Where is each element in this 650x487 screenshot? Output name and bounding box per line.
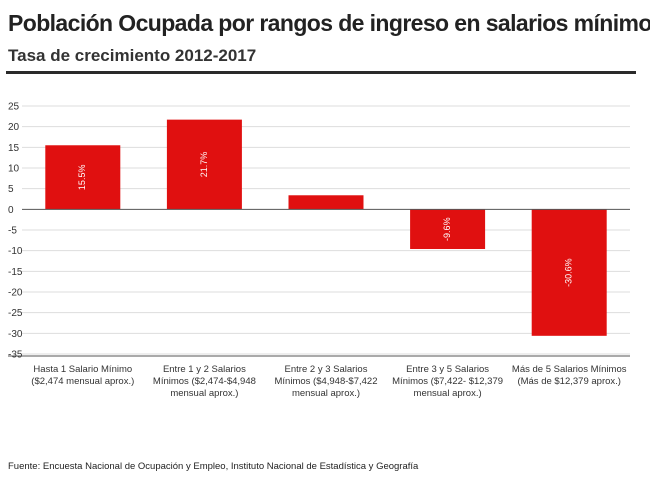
y-tick-label: 5 — [8, 184, 14, 195]
category-label: mensual aprox.) — [292, 388, 360, 399]
y-tick-label: -15 — [8, 267, 23, 278]
category-label: (Más de $12,379 aprox.) — [517, 376, 621, 387]
category-label: Mínimos ($7,422- $12,379 — [392, 376, 503, 387]
category-label: Entre 1 y 2 Salarios — [163, 364, 246, 375]
category-label: Mínimos ($4,948-$7,422 — [275, 376, 378, 387]
y-tick-label: -35 — [8, 350, 23, 361]
bar-value-label: -30.6% — [564, 258, 574, 287]
y-tick-label: -20 — [8, 288, 23, 299]
category-label: mensual aprox.) — [170, 388, 238, 399]
title-divider — [6, 71, 636, 74]
category-label: Más de 5 Salarios Mínimos — [512, 364, 627, 375]
bar-value-label: 21.7% — [199, 152, 209, 178]
category-label: Entre 2 y 3 Salarios — [285, 364, 368, 375]
category-label: mensual aprox.) — [414, 388, 482, 399]
y-tick-label: 20 — [8, 122, 20, 133]
y-tick-label: -10 — [8, 246, 23, 257]
y-tick-label: -5 — [8, 226, 17, 237]
category-label: Entre 3 y 5 Salarios — [406, 364, 489, 375]
y-tick-label: 15 — [8, 143, 20, 154]
bar — [288, 195, 364, 210]
source-note: Fuente: Encuesta Nacional de Ocupación y… — [8, 461, 419, 472]
category-label: ($2,474 mensual aprox.) — [31, 376, 134, 387]
y-tick-label: 0 — [8, 205, 14, 216]
y-tick-label: 25 — [8, 102, 20, 113]
y-tick-label: -25 — [8, 308, 23, 319]
bar — [166, 119, 242, 210]
category-label: Mínimos ($2,474-$4,948 — [153, 376, 256, 387]
bar — [531, 209, 607, 336]
bar — [410, 209, 486, 250]
chart-subtitle: Tasa de crecimiento 2012-2017 — [8, 46, 257, 65]
y-tick-label: 10 — [8, 164, 20, 175]
category-label: Hasta 1 Salario Mínimo — [33, 364, 132, 375]
bar — [45, 145, 121, 210]
bar-value-label: -9.6% — [442, 217, 452, 241]
y-tick-label: -30 — [8, 329, 23, 340]
chart-title: Población Ocupada por rangos de ingreso … — [8, 10, 650, 36]
bar-chart: 25 20 15 10 5 0 -5 -10 -15 -20 -25 -30 -35 15.5% Hasta… — [8, 102, 630, 399]
bar-value-label: 15.5% — [77, 165, 87, 191]
